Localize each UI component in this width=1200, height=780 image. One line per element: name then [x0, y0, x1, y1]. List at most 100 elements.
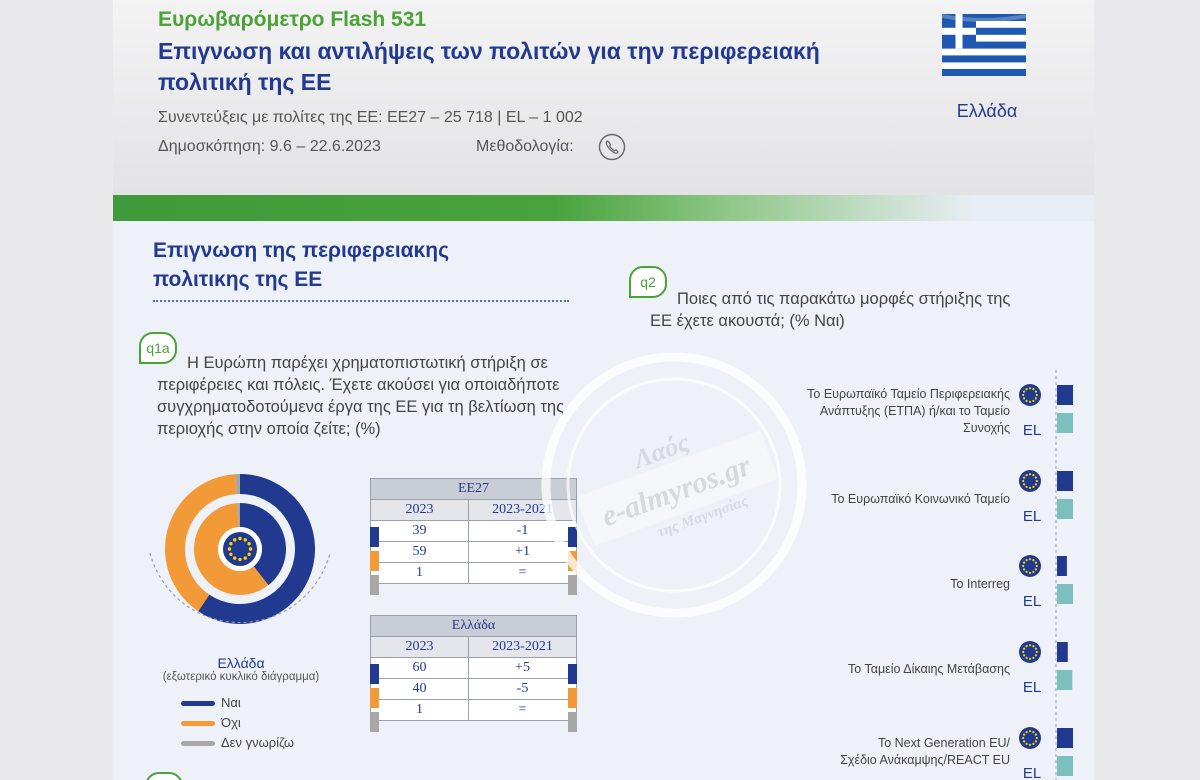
bar-el: [1057, 413, 1073, 433]
section-divider-bar: [113, 195, 1094, 221]
bar-eu27: [1057, 471, 1073, 491]
eu27-dk-value: 1: [370, 562, 469, 584]
legend-item-dont-know: Δεν γνωρίζω: [181, 735, 294, 750]
table-row: 60 +5: [370, 657, 577, 679]
el-series-label: EL: [1023, 508, 1041, 525]
category-label: Το Ευρωπαϊκό Ταμείο Περιφερειακής: [807, 387, 1010, 401]
eu27-yes-marker-left: [370, 527, 379, 547]
eu-flag-icon: [1019, 641, 1041, 663]
greece-col-2023: 2023: [370, 636, 469, 658]
eu-flag-icon: [1019, 384, 1041, 406]
table-row: 1 =: [370, 699, 577, 721]
support-awareness-bar-chart: Το Ευρωπαϊκό Ταμείο Περιφερειακής Ανάπτυξ…: [807, 370, 1073, 780]
q2-question-line1: Ποιες από τις παρακάτω μορφές στήριξης τ…: [677, 290, 1011, 308]
q2-question-line2: ΕΕ έχετε ακουστά; (% Ναι): [650, 312, 845, 330]
bar-eu27: [1057, 556, 1067, 576]
el-series-label: EL: [1023, 679, 1041, 696]
header: Ευρωβαρόμετρο Flash 531 Επιγνωση και αντ…: [113, 0, 1094, 195]
outer-ring-slice-no: [165, 474, 237, 612]
category-label: Το Interreg: [950, 577, 1010, 591]
donut-chart: [165, 474, 315, 624]
legend-label-dont-know: Δεν γνωρίζω: [221, 735, 295, 750]
donut-caption-subtitle: (εξωτερικό κυκλικό διάγραμμα): [162, 671, 320, 683]
methodology-label: Μεθοδολογία:: [476, 138, 574, 155]
phone-icon: [598, 133, 626, 161]
legend-swatch-no: [181, 721, 215, 727]
el-series-label: EL: [1023, 765, 1041, 780]
bar-eu27: [1057, 728, 1073, 748]
inner-ring-slice-yes: [240, 503, 286, 586]
table-row: 59 +1: [370, 541, 577, 563]
donut-dashed-arc: [149, 552, 331, 624]
bar-el: [1057, 499, 1073, 519]
survey-name: Ευρωβαρόμετρο Flash 531: [158, 8, 427, 31]
eu27-table: ΕΕ27 2023 2023-2021 39 -1 59 +1 1 =: [370, 478, 577, 584]
greece-dk-marker-left: [370, 712, 379, 732]
eu27-yes-marker-right: [568, 527, 577, 547]
greece-yes-marker-right: [568, 664, 577, 684]
greece-flag-icon: [942, 14, 1026, 76]
outer-ring-slice-yes: [198, 474, 315, 624]
greece-yes-value: 60: [370, 657, 469, 679]
eu27-no-change: +1: [468, 541, 577, 563]
eu27-dk-marker-right: [568, 575, 577, 595]
bar-el: [1057, 670, 1073, 690]
bar-eu27: [1057, 642, 1068, 662]
category-label: Το Ευρωπαϊκό Κοινωνικό Ταμείο: [831, 492, 1010, 506]
el-series-label: EL: [1023, 422, 1041, 439]
eu-flag-icon: [1019, 470, 1041, 492]
section-title-line2: πολιτικης της ΕΕ: [153, 268, 323, 291]
donut-caption: Ελλάδα (εξωτερικό κυκλικό διάγραμμα): [133, 655, 349, 683]
greece-dk-change: =: [468, 699, 577, 721]
section-title-line1: Επιγνωση της περιφερειακης: [153, 239, 450, 262]
greece-no-change: -5: [468, 678, 577, 700]
page-title: Επιγνωση και αντιλήψεις των πολιτών για …: [158, 38, 820, 95]
legend-label-yes: Ναι: [221, 695, 241, 710]
legend-swatch-dont-know: [181, 741, 215, 747]
q1a-tag: q1a: [139, 332, 177, 364]
greece-no-marker-right: [568, 688, 577, 708]
greece-yes-marker-left: [370, 664, 379, 684]
section-title: Επιγνωση της περιφερειακης πολιτικης της…: [153, 236, 449, 294]
greece-dk-marker-right: [568, 712, 577, 732]
infographic-page: Ευρωβαρόμετρο Flash 531 Επιγνωση και αντ…: [113, 0, 1094, 780]
country-label: Ελλάδα: [956, 101, 1018, 121]
category-label: Το Next Generation EU/: [878, 736, 1011, 750]
q1a-question: Η Ευρώπη παρέχει χρηματοπιστωτική στήριξ…: [157, 354, 565, 438]
category-label: Σχέδιο Ανάκαμψης/REACT EU: [840, 753, 1010, 767]
section-underline: [153, 300, 569, 302]
eu27-no-marker-left: [370, 551, 379, 571]
inner-ring-slice-dont-know: [237, 503, 240, 528]
legend-swatch-yes: [181, 701, 215, 707]
eu27-col-2023: 2023: [370, 499, 469, 521]
fieldwork-text: Δημοσκόπηση: 9.6 – 22.6.2023: [158, 138, 381, 155]
legend-item-no: Όχι: [181, 715, 241, 730]
category-label: Ανάπτυξης (ΕΤΠΑ) ή/και το Ταμείο: [820, 404, 1010, 418]
table-row: 40 -5: [370, 678, 577, 700]
eu27-dk-change: =: [468, 562, 577, 584]
eu-flag-icon: [223, 532, 257, 566]
interviews-text: Συνεντεύξεις με πολίτες της ΕΕ: ΕΕ27 – 2…: [158, 109, 583, 126]
eu27-dk-marker-left: [370, 575, 379, 595]
category-label: Το Ταμείο Δίκαιης Μετάβασης: [848, 662, 1010, 676]
bar-eu27: [1057, 385, 1073, 405]
greece-table-title: Ελλάδα: [370, 615, 577, 637]
greece-dk-value: 1: [370, 699, 469, 721]
greece-col-change: 2023-2021: [468, 636, 577, 658]
donut-caption-title: Ελλάδα: [217, 655, 265, 671]
bar-el: [1057, 584, 1073, 604]
eu-flag-icon: [1019, 727, 1041, 749]
q2-tag: q2: [629, 266, 667, 298]
legend-label-no: Όχι: [221, 715, 241, 730]
table-row: 1 =: [370, 562, 577, 584]
watermark-stamp: Λαός e-almyros.gr της Μαγνησίας: [541, 352, 807, 618]
inner-ring-slice-no: [194, 503, 269, 595]
greece-no-value: 40: [370, 678, 469, 700]
eu-flag-icon: [1019, 555, 1041, 577]
eu27-no-value: 59: [370, 541, 469, 563]
legend-item-yes: Ναι: [181, 695, 241, 710]
next-question-tag: [145, 772, 183, 780]
q2-question: Ποιες από τις παρακάτω μορφές στήριξης τ…: [650, 288, 1080, 332]
bar-el: [1057, 756, 1073, 776]
greece-yes-change: +5: [468, 657, 577, 679]
